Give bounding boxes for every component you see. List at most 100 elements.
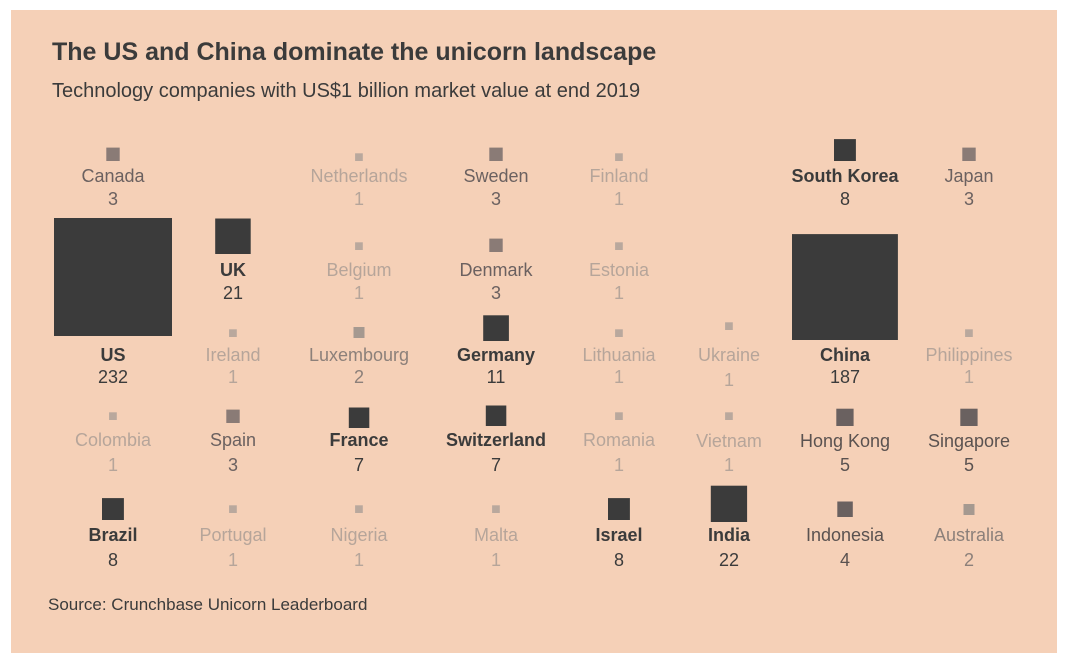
value-sweden: 3 bbox=[491, 189, 501, 209]
label-sweden: Sweden bbox=[463, 166, 528, 186]
square-colombia bbox=[109, 412, 117, 420]
square-brazil bbox=[102, 498, 124, 520]
square-nigeria bbox=[355, 505, 363, 513]
square-netherlands bbox=[355, 153, 363, 161]
label-china: China bbox=[820, 345, 871, 365]
label-estonia: Estonia bbox=[589, 260, 650, 280]
value-portugal: 1 bbox=[228, 550, 238, 570]
square-belgium bbox=[355, 242, 363, 250]
square-portugal bbox=[229, 505, 237, 513]
value-switzerland: 7 bbox=[491, 455, 501, 475]
value-india: 22 bbox=[719, 550, 739, 570]
square-spain bbox=[226, 409, 240, 423]
label-japan: Japan bbox=[944, 166, 993, 186]
square-vietnam bbox=[725, 412, 733, 420]
value-israel: 8 bbox=[614, 550, 624, 570]
label-lithuania: Lithuania bbox=[582, 345, 656, 365]
square-finland bbox=[615, 153, 623, 161]
value-china: 187 bbox=[830, 367, 860, 387]
label-singapore: Singapore bbox=[928, 431, 1010, 451]
label-nigeria: Nigeria bbox=[330, 525, 388, 545]
value-singapore: 5 bbox=[964, 455, 974, 475]
square-denmark bbox=[489, 238, 503, 252]
label-vietnam: Vietnam bbox=[696, 431, 762, 451]
label-hong-kong: Hong Kong bbox=[800, 431, 890, 451]
square-lithuania bbox=[615, 329, 623, 337]
label-spain: Spain bbox=[210, 430, 256, 450]
value-indonesia: 4 bbox=[840, 550, 850, 570]
value-ukraine: 1 bbox=[724, 370, 734, 390]
label-germany: Germany bbox=[457, 345, 535, 365]
value-brazil: 8 bbox=[108, 550, 118, 570]
label-brazil: Brazil bbox=[88, 525, 137, 545]
value-colombia: 1 bbox=[108, 455, 118, 475]
label-malta: Malta bbox=[474, 525, 519, 545]
square-germany bbox=[483, 315, 509, 341]
square-us bbox=[54, 218, 172, 336]
square-malta bbox=[492, 505, 500, 513]
square-canada bbox=[106, 147, 120, 161]
value-estonia: 1 bbox=[614, 283, 624, 303]
value-belgium: 1 bbox=[354, 283, 364, 303]
square-ukraine bbox=[725, 322, 733, 330]
value-japan: 3 bbox=[964, 189, 974, 209]
label-canada: Canada bbox=[81, 166, 145, 186]
label-belgium: Belgium bbox=[326, 260, 391, 280]
square-israel bbox=[608, 498, 630, 520]
square-south-korea bbox=[834, 139, 856, 161]
value-finland: 1 bbox=[614, 189, 624, 209]
square-estonia bbox=[615, 242, 623, 250]
square-uk bbox=[215, 218, 251, 254]
label-australia: Australia bbox=[934, 525, 1005, 545]
value-germany: 11 bbox=[487, 367, 506, 387]
chart-panel: The US and China dominate the unicorn la… bbox=[11, 10, 1057, 653]
unicorn-square-grid: Canada 3 Netherlands 1 Sweden 3 Finland 1 South … bbox=[54, 139, 1013, 570]
value-australia: 2 bbox=[964, 550, 974, 570]
value-south-korea: 8 bbox=[840, 189, 850, 209]
value-denmark: 3 bbox=[491, 283, 501, 303]
label-ukraine: Ukraine bbox=[698, 345, 760, 365]
label-finland: Finland bbox=[589, 166, 648, 186]
label-denmark: Denmark bbox=[459, 260, 533, 280]
label-ireland: Ireland bbox=[205, 345, 260, 365]
value-france: 7 bbox=[354, 455, 364, 475]
value-netherlands: 1 bbox=[354, 189, 364, 209]
label-portugal: Portugal bbox=[199, 525, 266, 545]
source-note: Source: Crunchbase Unicorn Leaderboard bbox=[48, 595, 368, 614]
label-israel: Israel bbox=[595, 525, 642, 545]
square-indonesia bbox=[837, 501, 853, 517]
label-india: India bbox=[708, 525, 751, 545]
square-france bbox=[348, 407, 370, 428]
label-colombia: Colombia bbox=[75, 430, 152, 450]
value-malta: 1 bbox=[491, 550, 501, 570]
label-switzerland: Switzerland bbox=[446, 430, 546, 450]
square-philippines bbox=[965, 329, 973, 337]
value-hong-kong: 5 bbox=[840, 455, 850, 475]
square-india bbox=[710, 485, 748, 522]
value-canada: 3 bbox=[108, 189, 118, 209]
value-philippines: 1 bbox=[964, 367, 974, 387]
square-japan bbox=[962, 147, 976, 161]
square-china bbox=[792, 234, 898, 340]
label-uk: UK bbox=[220, 260, 246, 280]
label-romania: Romania bbox=[583, 430, 656, 450]
chart-title: The US and China dominate the unicorn la… bbox=[52, 38, 657, 66]
label-netherlands: Netherlands bbox=[310, 166, 407, 186]
value-romania: 1 bbox=[614, 455, 624, 475]
label-us: US bbox=[100, 345, 125, 365]
value-ireland: 1 bbox=[228, 367, 238, 387]
label-luxembourg: Luxembourg bbox=[309, 345, 409, 365]
square-australia bbox=[963, 504, 975, 515]
label-france: France bbox=[329, 430, 388, 450]
value-luxembourg: 2 bbox=[354, 367, 364, 387]
value-lithuania: 1 bbox=[614, 367, 624, 387]
value-us: 232 bbox=[98, 367, 128, 387]
value-vietnam: 1 bbox=[724, 455, 734, 475]
square-singapore bbox=[960, 408, 978, 426]
square-hong-kong bbox=[836, 408, 854, 426]
value-nigeria: 1 bbox=[354, 550, 364, 570]
square-romania bbox=[615, 412, 623, 420]
square-luxembourg bbox=[353, 327, 365, 338]
square-ireland bbox=[229, 329, 237, 337]
chart-subtitle: Technology companies with US$1 billion m… bbox=[52, 80, 641, 102]
